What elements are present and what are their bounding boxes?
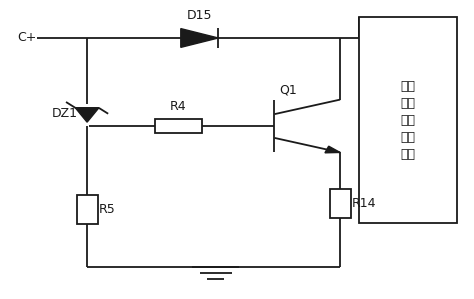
Text: R4: R4 bbox=[170, 100, 187, 113]
Text: DZ1: DZ1 bbox=[52, 107, 78, 120]
Bar bbox=[77, 195, 98, 224]
Polygon shape bbox=[181, 29, 218, 47]
Text: C+: C+ bbox=[17, 31, 36, 45]
Bar bbox=[155, 119, 202, 133]
Polygon shape bbox=[325, 146, 340, 153]
Text: D15: D15 bbox=[187, 9, 212, 22]
Text: Q1: Q1 bbox=[279, 84, 297, 97]
Text: R5: R5 bbox=[99, 203, 116, 216]
Bar bbox=[359, 17, 457, 223]
Text: R14: R14 bbox=[352, 197, 376, 210]
Bar bbox=[329, 189, 351, 219]
Polygon shape bbox=[75, 108, 99, 122]
Text: 锂电
池充
放电
控制
芯片: 锂电 池充 放电 控制 芯片 bbox=[401, 80, 416, 161]
